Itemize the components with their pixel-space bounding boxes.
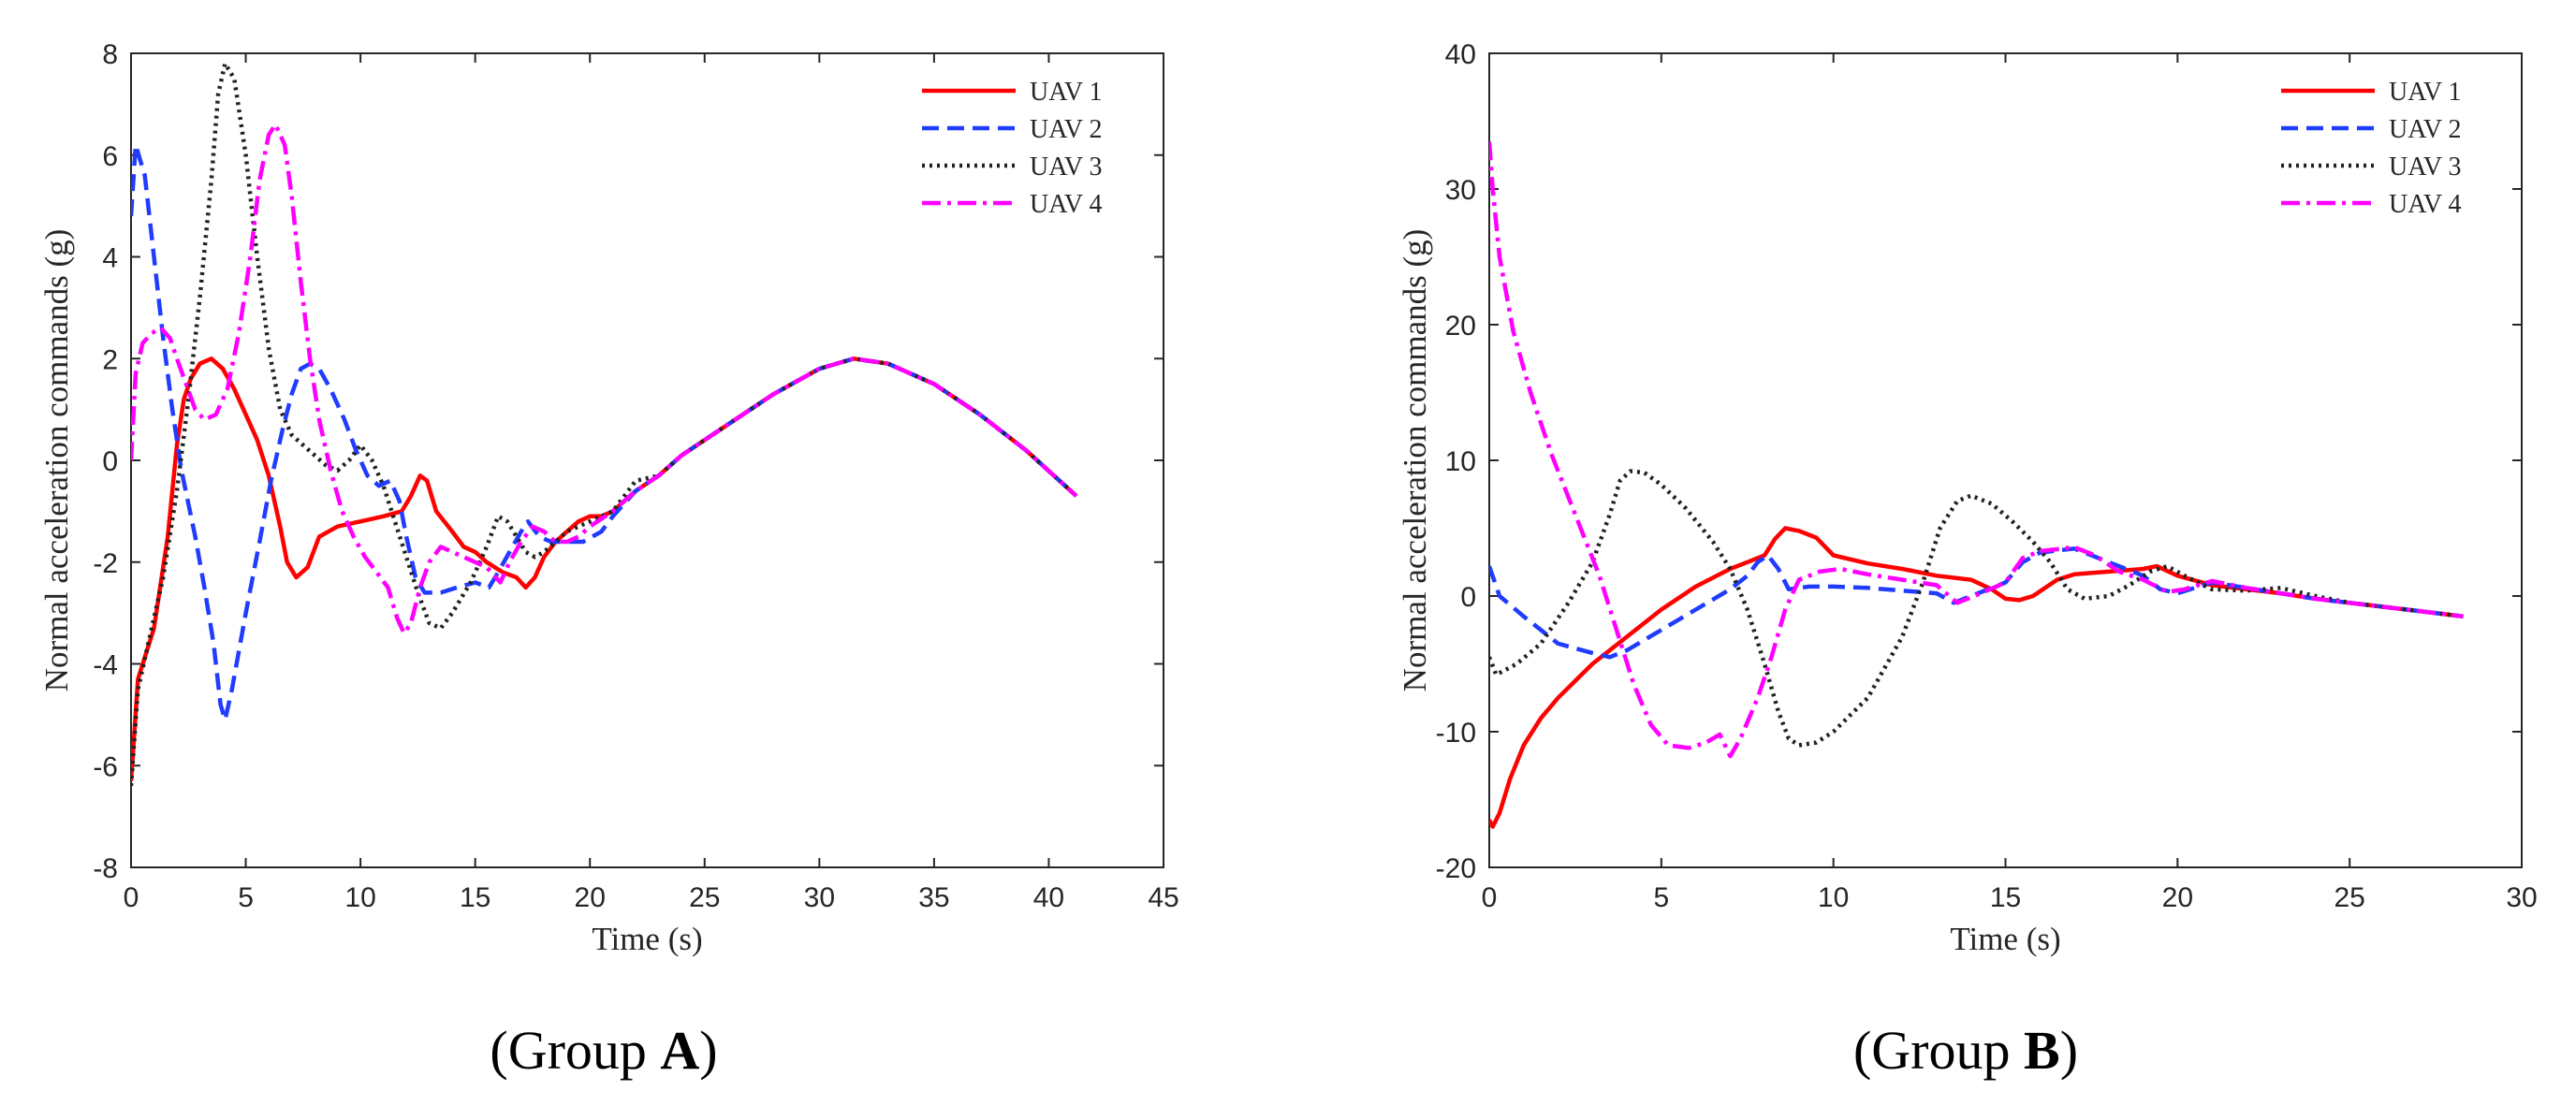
x-tick-label: 10	[1818, 882, 1849, 913]
legend: UAV 1 UAV 2 UAV 3 UAV 4	[922, 78, 1103, 219]
x-tick-label: 30	[804, 882, 835, 913]
x-tick-label: 0	[1482, 882, 1498, 913]
legend-label-uav-3: UAV 3	[2389, 153, 2462, 182]
legend-label-uav-3: UAV 3	[1030, 153, 1103, 182]
legend-label-uav-4: UAV 4	[2389, 190, 2462, 219]
x-tick-label: 20	[2162, 882, 2193, 913]
x-tick-label: 15	[1990, 882, 2021, 913]
x-tick-label: 5	[238, 882, 254, 913]
y-tick-label: 0	[102, 446, 118, 477]
y-tick-label: -20	[1436, 853, 1476, 884]
series-line-uav-4	[131, 122, 1078, 636]
y-tick-label: 10	[1445, 446, 1476, 477]
y-tick-label: 20	[1445, 311, 1476, 342]
y-tick-label: 40	[1445, 39, 1476, 70]
x-axis-label: Time (s)	[1950, 921, 2060, 957]
panel-caption: (Group B)	[1853, 1020, 2078, 1081]
x-tick-label: 20	[575, 882, 606, 913]
chart-group-a: 0 5 10 15 20 25 30 35 40 45 -8 -6 -4 -2 0 2 4 6 8 Time (s) N…	[38, 39, 1179, 1081]
legend: UAV 1 UAV 2 UAV 3 UAV 4	[2281, 78, 2462, 219]
x-tick-label: 0	[124, 882, 139, 913]
y-axis-label: Normal acceleration commands (g)	[38, 229, 75, 692]
series-line-uav-1	[1489, 526, 2464, 829]
legend-label-uav-1: UAV 1	[1030, 78, 1103, 107]
series-line-uav-2	[131, 142, 1078, 722]
y-tick-label: 30	[1445, 175, 1476, 206]
x-tick-label: 40	[1033, 882, 1064, 913]
x-tick-label: 30	[2506, 882, 2537, 913]
x-tick-label: 10	[344, 882, 375, 913]
legend-label-uav-2: UAV 2	[2389, 115, 2462, 144]
x-tick-label: 5	[1653, 882, 1669, 913]
legend-label-uav-1: UAV 1	[2389, 78, 2462, 107]
y-tick-label: 4	[102, 243, 118, 274]
panel-caption: (Group A)	[490, 1020, 717, 1081]
x-axis-label: Time (s)	[592, 921, 702, 957]
plot-frame	[130, 52, 1164, 868]
series-line-uav-3	[131, 61, 1078, 787]
series-line-uav-4	[1489, 141, 2464, 759]
series-line-uav-3	[1489, 469, 2464, 748]
y-tick-label: 8	[102, 39, 118, 70]
y-tick-label: -8	[93, 853, 118, 884]
y-tick-label: 6	[102, 141, 118, 172]
x-tick-label: 25	[2334, 882, 2364, 913]
y-tick-label: 2	[102, 344, 118, 375]
legend-label-uav-4: UAV 4	[1030, 190, 1103, 219]
y-tick-label: 0	[1460, 582, 1476, 613]
x-tick-label: 15	[460, 882, 490, 913]
y-tick-label: -4	[93, 650, 118, 681]
x-tick-label: 25	[689, 882, 720, 913]
x-tick-label: 35	[918, 882, 949, 913]
y-tick-label: -10	[1436, 718, 1476, 749]
y-axis-label: Normal acceleration commands (g)	[1397, 229, 1433, 692]
y-tick-label: -2	[93, 548, 118, 579]
chart-group-b: 0 5 10 15 20 25 30 -20 -10 0 10 20 30 40 Time (s) Norma…	[1397, 39, 2538, 1081]
y-tick-label: -6	[93, 751, 118, 782]
legend-label-uav-2: UAV 2	[1030, 115, 1103, 144]
plot-frame	[1488, 52, 2523, 868]
x-tick-label: 45	[1148, 882, 1178, 913]
